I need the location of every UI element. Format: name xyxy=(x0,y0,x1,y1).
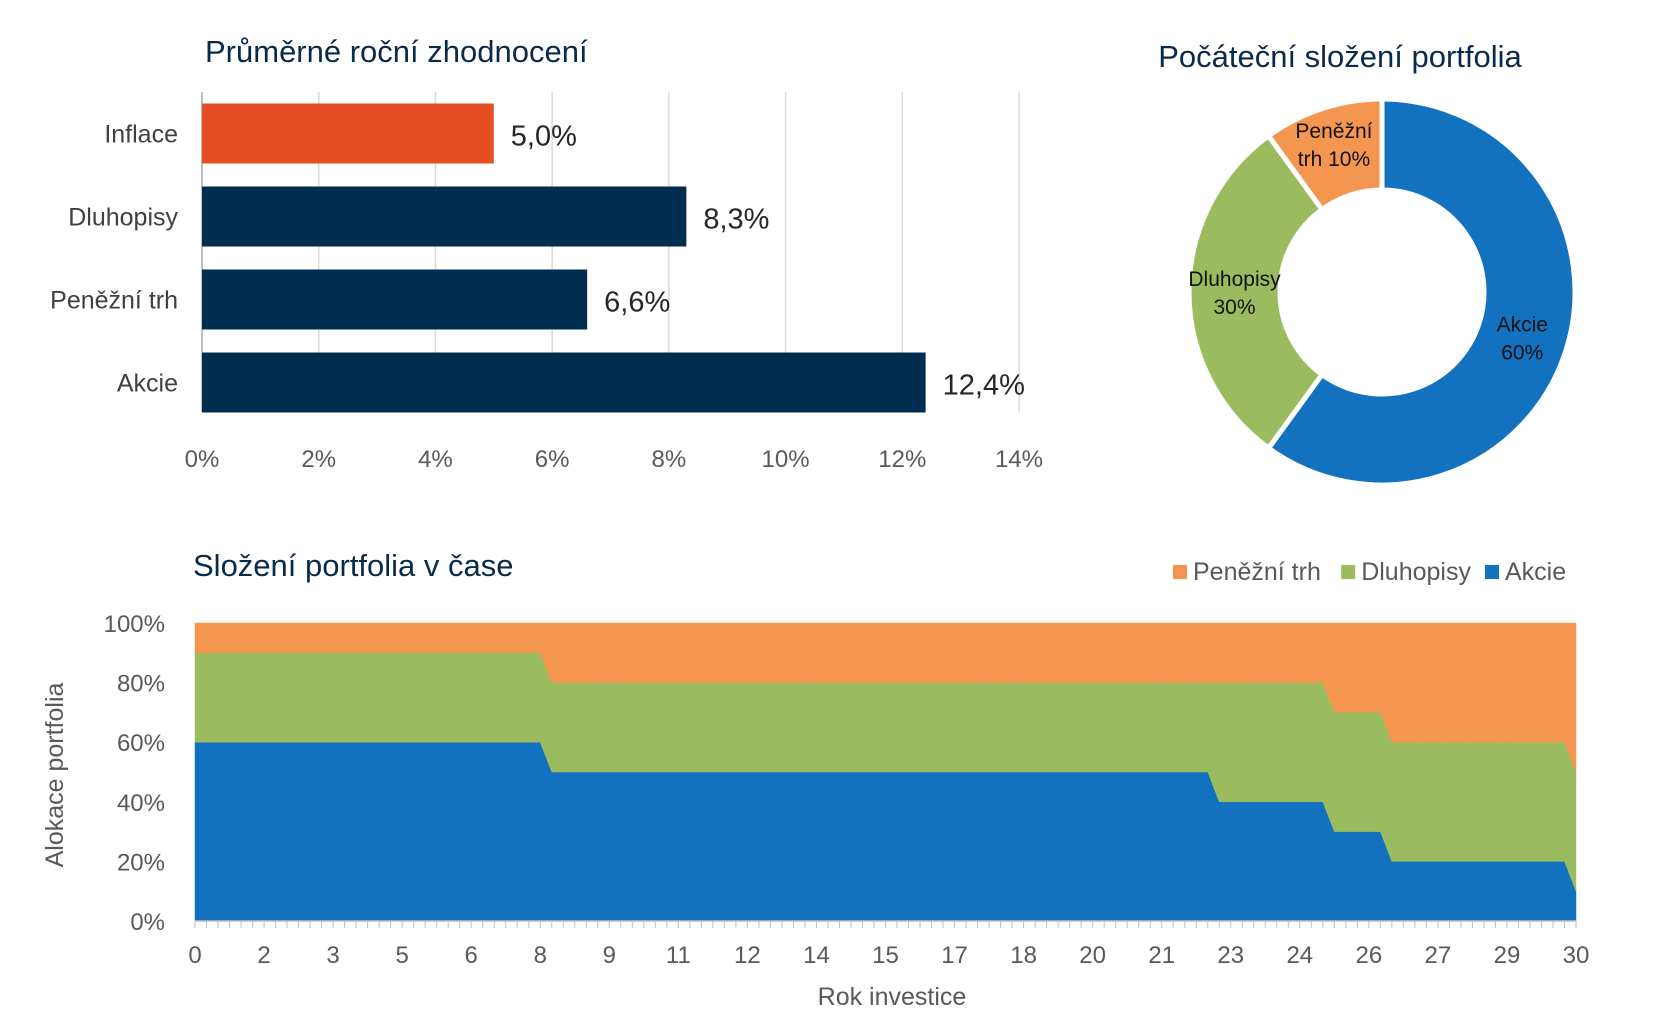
area-chart-legend: Peněžní trh Dluhopisy Akcie xyxy=(1173,558,1566,586)
donut-chart-title: Počáteční složení portfolia xyxy=(1158,39,1522,74)
x-tick-label: 26 xyxy=(1355,942,1382,969)
y-tick-label: 0% xyxy=(130,909,165,936)
x-tick-label: 6 xyxy=(465,942,478,969)
slice-label: 60% xyxy=(1501,342,1543,365)
donut-slice xyxy=(1266,96,1385,212)
x-tick-label: 8 xyxy=(534,942,547,969)
x-tick-label: 24 xyxy=(1286,942,1313,969)
x-tick-label: 5 xyxy=(395,942,408,969)
category-label: Inflace xyxy=(104,121,178,149)
x-tick-label: 18 xyxy=(1010,942,1037,969)
x-tick-label: 8% xyxy=(652,446,687,473)
area-chart-title: Složení portfolia v čase xyxy=(193,548,514,583)
data-label: 12,4% xyxy=(943,370,1025,402)
legend-swatch xyxy=(1173,565,1187,579)
x-tick-label: 9 xyxy=(603,942,616,969)
slice-label: 30% xyxy=(1213,296,1255,319)
area-chart-x-axis-label: Rok investice xyxy=(818,983,967,1011)
x-tick-label: 21 xyxy=(1148,942,1175,969)
legend-swatch xyxy=(1485,565,1499,579)
x-tick-label: 17 xyxy=(941,942,968,969)
bar-chart-bars xyxy=(202,103,926,413)
x-tick-label: 20 xyxy=(1079,942,1106,969)
x-tick-label: 12 xyxy=(734,942,761,969)
x-tick-label: 6% xyxy=(535,446,570,473)
legend-label: Akcie xyxy=(1505,558,1566,586)
donut-chart: Počáteční složení portfolia Akcie 60% Dluh… xyxy=(1158,39,1578,488)
donut-slice xyxy=(1186,133,1325,451)
y-tick-label: 20% xyxy=(117,849,165,876)
x-tick-label: 15 xyxy=(872,942,899,969)
category-label: Akcie xyxy=(117,370,178,398)
category-label: Dluhopisy xyxy=(68,204,178,232)
donut-slice-labels: Akcie 60% Dluhopisy 30% Peněžní trh 10% xyxy=(1188,120,1548,364)
legend-label: Dluhopisy xyxy=(1361,558,1471,586)
area-series xyxy=(194,622,1577,773)
x-tick-label: 27 xyxy=(1425,942,1452,969)
area-chart-y-axis-label: Alokace portfolia xyxy=(41,682,69,867)
y-tick-label: 100% xyxy=(104,611,165,638)
area-chart: Složení portfolia v čase Peněžní trh Dluh… xyxy=(41,548,1589,1011)
bar-chart: Průměrné roční zhodnocení Inflace Dluhopi… xyxy=(50,34,1043,473)
x-tick-label: 11 xyxy=(666,942,691,969)
area-chart-y-tick-labels: 0% 20% 40% 60% 80% 100% xyxy=(104,611,165,936)
legend-swatch xyxy=(1341,565,1356,579)
data-label: 6,6% xyxy=(604,287,670,319)
data-label: 5,0% xyxy=(511,121,577,153)
x-tick-label: 30 xyxy=(1563,942,1590,969)
slice-label: Dluhopisy xyxy=(1188,268,1281,291)
y-tick-label: 80% xyxy=(117,671,165,698)
area-chart-x-tick-labels: 0 2 3 5 6 8 9 11 12 14 15 17 18 20 21 23 24 26 27 29 30 xyxy=(188,942,1589,969)
x-tick-label: 0% xyxy=(185,446,220,473)
x-tick-label: 4% xyxy=(418,446,453,473)
x-tick-label: 12% xyxy=(878,446,926,473)
bar xyxy=(202,352,926,413)
slice-label: trh 10% xyxy=(1298,148,1370,171)
x-tick-label: 29 xyxy=(1494,942,1521,969)
slice-label: Peněžní xyxy=(1295,120,1372,143)
y-tick-label: 40% xyxy=(117,790,165,817)
x-tick-label: 2 xyxy=(257,942,270,969)
x-tick-label: 14% xyxy=(995,446,1043,473)
y-tick-label: 60% xyxy=(117,730,165,757)
bar xyxy=(202,186,687,247)
bar xyxy=(202,269,588,330)
donut-slice xyxy=(1266,96,1578,488)
area-chart-series xyxy=(194,622,1577,922)
bar-chart-title: Průměrné roční zhodnocení xyxy=(205,34,588,69)
x-tick-label: 10% xyxy=(762,446,810,473)
slice-label: Akcie xyxy=(1497,314,1548,337)
legend-label: Peněžní trh xyxy=(1193,558,1321,586)
x-tick-label: 0 xyxy=(188,942,201,969)
area-chart-axes xyxy=(194,920,1577,928)
bar-chart-category-labels: Inflace Dluhopisy Peněžní trh Akcie xyxy=(50,121,178,398)
bar-chart-value-labels: 5,0% 8,3% 6,6% 12,4% xyxy=(511,121,1025,402)
data-label: 8,3% xyxy=(703,204,769,236)
bar-chart-x-tick-labels: 0% 2% 4% 6% 8% 10% 12% 14% xyxy=(185,446,1043,473)
x-tick-label: 14 xyxy=(803,942,830,969)
x-tick-label: 23 xyxy=(1217,942,1244,969)
x-tick-label: 2% xyxy=(301,446,336,473)
bar xyxy=(202,103,494,164)
x-tick-label: 3 xyxy=(326,942,339,969)
donut-slices xyxy=(1186,96,1578,488)
category-label: Peněžní trh xyxy=(50,287,178,315)
